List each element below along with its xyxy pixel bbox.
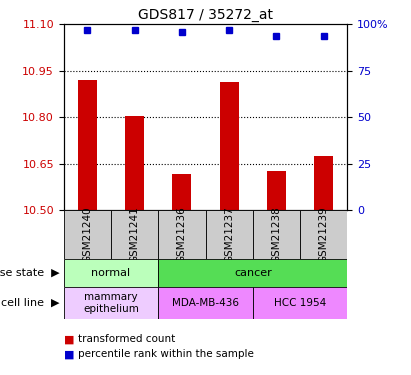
Text: percentile rank within the sample: percentile rank within the sample	[78, 350, 254, 359]
Text: cell line  ▶: cell line ▶	[1, 298, 60, 308]
Bar	[314, 156, 333, 210]
Text: cancer: cancer	[234, 268, 272, 278]
Bar	[219, 82, 238, 210]
Bar	[158, 287, 253, 319]
Text: HCC 1954: HCC 1954	[274, 298, 326, 308]
Text: GSM21239: GSM21239	[319, 206, 329, 263]
Bar	[158, 210, 206, 259]
Bar	[78, 80, 97, 210]
Text: ■: ■	[64, 350, 74, 359]
Bar	[172, 174, 191, 210]
Bar	[253, 210, 300, 259]
Bar	[64, 259, 158, 287]
Bar	[300, 210, 347, 259]
Bar	[206, 210, 253, 259]
Bar	[253, 287, 347, 319]
Bar	[111, 210, 158, 259]
Bar	[64, 210, 111, 259]
Title: GDS817 / 35272_at: GDS817 / 35272_at	[138, 8, 273, 22]
Text: ■: ■	[64, 334, 74, 344]
Bar	[64, 287, 158, 319]
Bar	[125, 116, 144, 210]
Text: disease state  ▶: disease state ▶	[0, 268, 60, 278]
Text: MDA-MB-436: MDA-MB-436	[172, 298, 239, 308]
Text: transformed count: transformed count	[78, 334, 175, 344]
Text: mammary
epithelium: mammary epithelium	[83, 292, 139, 314]
Text: GSM21240: GSM21240	[82, 206, 92, 262]
Text: GSM21241: GSM21241	[129, 206, 140, 263]
Text: normal: normal	[91, 268, 131, 278]
Bar	[267, 171, 286, 210]
Text: GSM21238: GSM21238	[271, 206, 282, 263]
Bar	[158, 259, 347, 287]
Text: GSM21237: GSM21237	[224, 206, 234, 263]
Text: GSM21236: GSM21236	[177, 206, 187, 263]
